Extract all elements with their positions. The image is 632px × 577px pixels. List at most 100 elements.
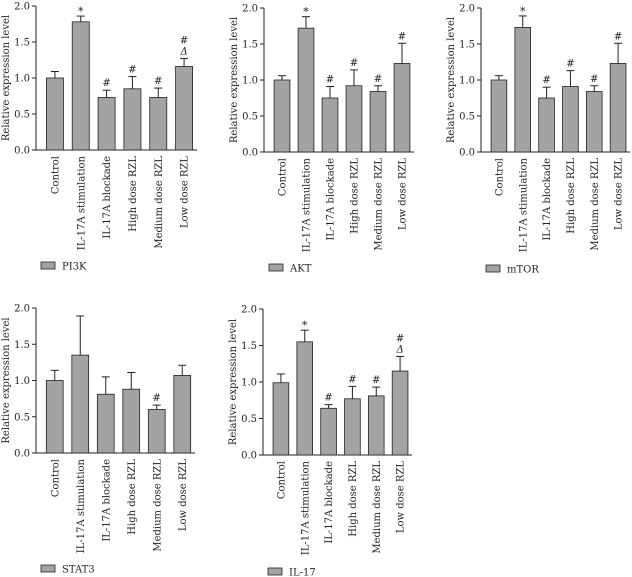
legend-swatch — [485, 264, 501, 273]
bar — [273, 79, 291, 153]
y-tick-label: 1.5 — [14, 340, 30, 351]
y-tick-label: 0.5 — [242, 112, 258, 123]
significance-mark: # — [324, 393, 332, 404]
significance-mark: # — [614, 31, 622, 42]
bar — [391, 370, 409, 456]
significance-mark: Δ — [395, 344, 403, 355]
y-tick-label: 1.0 — [14, 74, 30, 85]
category-label: Medium dose RZL — [590, 158, 601, 251]
category-label: IL-17A stimulation — [76, 155, 87, 250]
significance-mark: # — [374, 74, 382, 85]
bar — [393, 63, 411, 153]
category-label: IL-17A stimulation — [76, 458, 87, 553]
significance-mark: Δ — [179, 47, 187, 58]
y-tick-label: 0.0 — [241, 451, 257, 462]
y-tick-label: 0.0 — [14, 449, 30, 460]
y-axis-label: Relative expression level — [1, 317, 12, 443]
y-tick-label: 2.0 — [459, 4, 475, 15]
bar — [297, 27, 315, 153]
y-tick-label: 0.5 — [241, 414, 257, 425]
significance-mark: # — [566, 59, 574, 70]
legend-label: PI3K — [62, 262, 87, 273]
category-label: Medium dose RZL — [152, 459, 163, 552]
category-label: IL-17A stimulation — [518, 157, 529, 252]
category-label: Control — [50, 156, 61, 194]
y-tick-label: 0.5 — [14, 412, 30, 423]
category-label: Control — [276, 461, 287, 499]
y-tick-label: 1.5 — [241, 341, 257, 352]
y-tick-label: 1.5 — [459, 40, 475, 51]
bar — [96, 393, 115, 454]
bar — [149, 97, 168, 151]
significance-mark: * — [302, 319, 308, 332]
y-tick-label: 0.0 — [459, 148, 475, 159]
bar — [296, 341, 314, 456]
legend-swatch — [268, 263, 284, 272]
category-label: Medium dose RZL — [154, 156, 165, 249]
y-axis-label: Relative expression level — [229, 17, 240, 143]
bar — [321, 97, 339, 153]
bar — [369, 91, 387, 153]
y-axis-label: Relative expression level — [228, 319, 239, 445]
category-label: Low dose RZL — [180, 156, 191, 229]
legend-label: AKT — [289, 264, 312, 275]
category-label: IL-17A blockade — [102, 156, 113, 239]
category-label: Control — [494, 158, 505, 196]
bar — [585, 91, 603, 153]
category-label: Low dose RZL — [614, 158, 625, 231]
y-axis-label: Relative expression level — [1, 15, 12, 141]
y-tick-label: 1.0 — [14, 376, 30, 387]
bar — [345, 85, 363, 153]
significance-mark: * — [520, 5, 526, 18]
category-label: High dose RZL — [566, 158, 577, 234]
category-label: IL-17A blockade — [101, 459, 112, 542]
bar — [320, 407, 337, 456]
y-tick-label: 1.0 — [459, 76, 475, 87]
significance-mark: # — [398, 31, 406, 42]
y-tick-label: 1.5 — [14, 38, 30, 49]
category-label: Low dose RZL — [178, 459, 189, 532]
y-tick-label: 2.0 — [241, 305, 257, 316]
bar — [367, 395, 385, 456]
bar — [71, 21, 90, 151]
significance-mark: * — [303, 6, 309, 19]
legend-swatch — [267, 567, 283, 576]
bar — [45, 77, 64, 151]
significance-mark: # — [348, 374, 356, 385]
bar — [97, 97, 116, 151]
y-tick-label: 1.0 — [241, 378, 257, 389]
bar — [173, 375, 192, 454]
bar — [562, 86, 579, 153]
significance-mark: # — [396, 333, 404, 344]
bar — [147, 409, 166, 454]
y-axis-label: Relative expression level — [446, 17, 457, 143]
y-tick-label: 1.5 — [242, 40, 258, 51]
category-label: IL-17A blockade — [324, 461, 335, 544]
bar — [609, 63, 627, 153]
legend-swatch — [40, 261, 56, 270]
bar — [175, 66, 194, 151]
significance-mark: # — [102, 78, 110, 89]
y-tick-label: 0.5 — [14, 110, 30, 121]
category-label: Medium dose RZL — [372, 461, 383, 554]
significance-mark: # — [326, 74, 334, 85]
significance-mark: * — [78, 5, 84, 18]
category-label: High dose RZL — [127, 459, 138, 535]
legend-label: STAT3 — [62, 565, 95, 576]
category-label: IL-17A blockade — [326, 158, 337, 241]
significance-mark: # — [180, 36, 188, 47]
category-label: High dose RZL — [348, 461, 359, 537]
bar — [272, 382, 290, 456]
significance-mark: # — [372, 375, 380, 386]
category-label: High dose RZL — [350, 158, 361, 234]
y-tick-label: 0.5 — [459, 112, 475, 123]
category-label: Medium dose RZL — [374, 158, 385, 251]
bar — [344, 398, 361, 456]
bar — [122, 388, 141, 454]
category-label: IL-17A blockade — [542, 158, 553, 241]
y-tick-label: 2.0 — [14, 2, 30, 13]
